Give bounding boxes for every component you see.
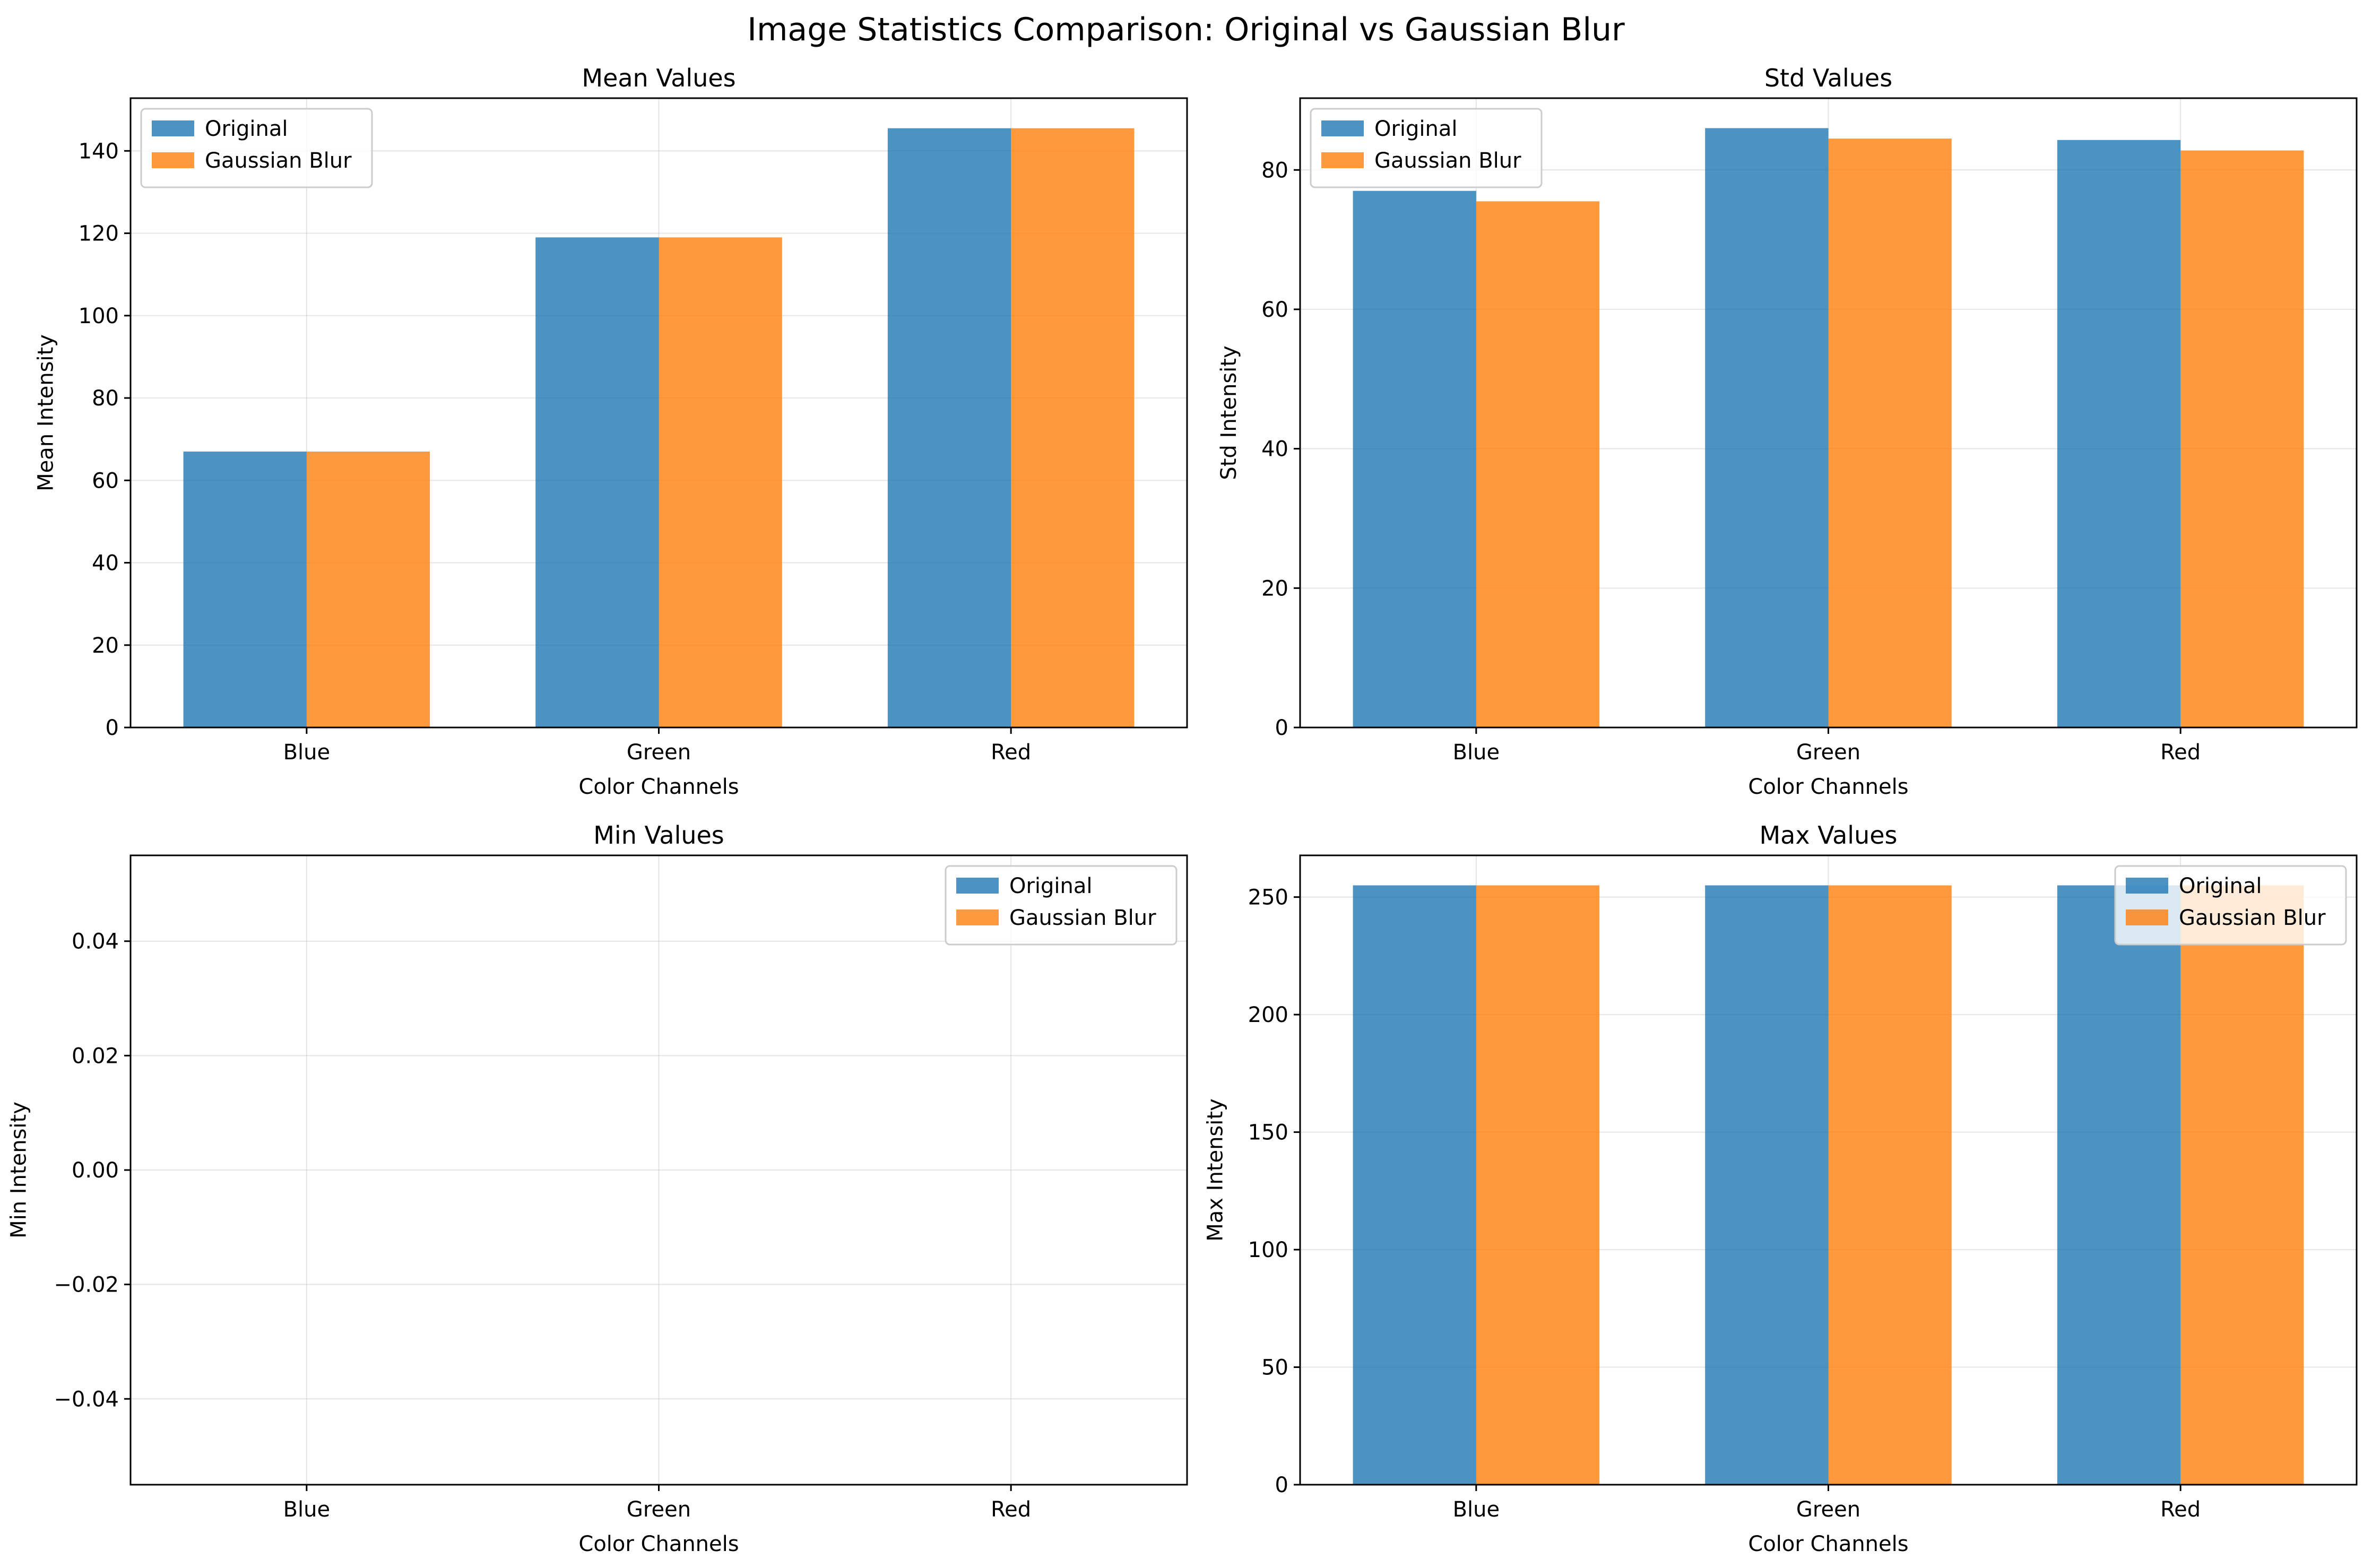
legend-label: Original [205, 117, 288, 141]
x-tick-label: Blue [283, 1497, 331, 1522]
legend-label: Original [1374, 117, 1458, 141]
chart-panel: 0 20 40 60 80 100 120 140 Blue Green Red Mean Value… [34, 64, 1188, 799]
bar-original-blue [183, 451, 307, 727]
figure-title: Image Statistics Comparison: Original vs… [747, 11, 1625, 48]
y-tick-label: 60 [92, 469, 119, 493]
legend-label: Original [1009, 874, 1093, 898]
y-tick-label: 40 [1261, 437, 1288, 462]
x-axis-label: Color Channels [1748, 775, 1908, 799]
x-tick-label: Blue [1453, 1497, 1500, 1522]
y-tick-label: 20 [1261, 576, 1288, 601]
x-axis-label: Color Channels [578, 1532, 739, 1556]
legend-label: Gaussian Blur [1374, 149, 1521, 173]
legend-frame [945, 865, 1178, 946]
y-tick-label: 0.04 [72, 930, 119, 954]
bar-original-green [535, 237, 659, 728]
bar-gaussian-blur-green [1828, 138, 1952, 727]
legend-swatch [152, 152, 194, 168]
y-tick-label: 100 [79, 304, 119, 328]
x-tick-label: Green [627, 1497, 691, 1522]
x-tick-label: Red [2160, 740, 2201, 765]
x-tick-label: Red [991, 1497, 1031, 1522]
chart-title: Max Values [1759, 821, 1897, 850]
y-tick-label: 0 [106, 716, 119, 740]
y-axis-label: Std Intensity [1217, 345, 1241, 480]
x-tick-label: Green [1796, 1497, 1860, 1522]
legend-swatch [152, 120, 194, 136]
y-axis-label: Mean Intensity [34, 334, 58, 491]
x-tick-label: Red [2160, 1497, 2201, 1522]
y-tick-label: −0.02 [54, 1273, 119, 1297]
bar-gaussian-blur-blue [1476, 201, 1600, 727]
legend-swatch [1321, 120, 1364, 136]
y-tick-label: 80 [1261, 158, 1288, 183]
y-tick-label: 120 [79, 222, 119, 246]
bar-gaussian-blur-red [2180, 150, 2304, 727]
bar-gaussian-blur-blue [306, 451, 430, 727]
legend-frame [140, 108, 373, 188]
y-axis-label: Min Intensity [7, 1102, 31, 1238]
x-axis-label: Color Channels [578, 775, 739, 799]
chart-title: Mean Values [582, 64, 735, 92]
y-tick-label: 0.00 [72, 1158, 119, 1183]
legend: Original Gaussian Blur [140, 108, 373, 188]
legend-label: Gaussian Blur [1009, 906, 1156, 930]
bar-original-red [2057, 140, 2181, 728]
legend-swatch [1321, 152, 1364, 168]
legend-swatch [956, 909, 999, 925]
bar-gaussian-blur-green [659, 237, 782, 728]
legend-frame [1310, 108, 1543, 188]
chart-title: Std Values [1764, 64, 1892, 92]
legend-swatch [2126, 909, 2168, 925]
y-tick-label: 50 [1261, 1356, 1288, 1380]
legend-swatch [2126, 878, 2168, 894]
y-tick-label: 100 [1248, 1238, 1288, 1262]
y-tick-label: 200 [1248, 1003, 1288, 1027]
chart-panel: −0.04 −0.02 0.00 0.02 0.04 Blue Green Red Min Va… [7, 821, 1188, 1556]
y-tick-label: −0.04 [54, 1387, 119, 1411]
bar-original-red [887, 128, 1011, 727]
x-tick-label: Blue [1453, 740, 1500, 765]
x-tick-label: Red [991, 740, 1031, 765]
y-tick-label: 150 [1248, 1121, 1288, 1145]
legend: Original Gaussian Blur [1310, 108, 1543, 188]
y-tick-label: 60 [1261, 298, 1288, 322]
bar-gaussian-blur-red [2180, 885, 2304, 1485]
chart-panel: 0 50 100 150 200 250 Blue Green Red Max Values Col… [1204, 821, 2358, 1556]
legend-frame [2114, 865, 2347, 946]
y-tick-label: 40 [92, 551, 119, 576]
x-tick-label: Green [1796, 740, 1860, 765]
y-tick-label: 20 [92, 634, 119, 658]
legend: Original Gaussian Blur [2114, 865, 2347, 946]
legend-label: Original [2179, 874, 2262, 898]
bar-original-green [1705, 128, 1829, 727]
bar-original-red [2057, 885, 2181, 1485]
legend-swatch [956, 878, 999, 894]
y-tick-label: 250 [1248, 886, 1288, 910]
y-tick-label: 80 [92, 386, 119, 411]
y-tick-label: 0 [1275, 1473, 1288, 1497]
legend-label: Gaussian Blur [205, 149, 352, 173]
y-tick-label: 0.02 [72, 1044, 119, 1068]
x-tick-label: Green [627, 740, 691, 765]
y-axis-label: Max Intensity [1204, 1098, 1228, 1242]
bar-gaussian-blur-blue [1476, 885, 1600, 1485]
x-axis-label: Color Channels [1748, 1532, 1908, 1556]
legend-label: Gaussian Blur [2179, 906, 2326, 930]
chart-panel: 0 20 40 60 80 Blue Green Red Std Values Color Cha… [1217, 64, 2358, 799]
x-tick-label: Blue [283, 740, 331, 765]
bar-gaussian-blur-green [1828, 885, 1952, 1485]
bar-original-blue [1353, 885, 1476, 1485]
y-tick-label: 0 [1275, 716, 1288, 740]
legend: Original Gaussian Blur [945, 865, 1178, 946]
y-tick-label: 140 [79, 139, 119, 163]
bar-gaussian-blur-red [1011, 128, 1135, 727]
chart-title: Min Values [593, 821, 724, 850]
bar-original-blue [1353, 190, 1476, 728]
bar-original-green [1705, 885, 1829, 1485]
